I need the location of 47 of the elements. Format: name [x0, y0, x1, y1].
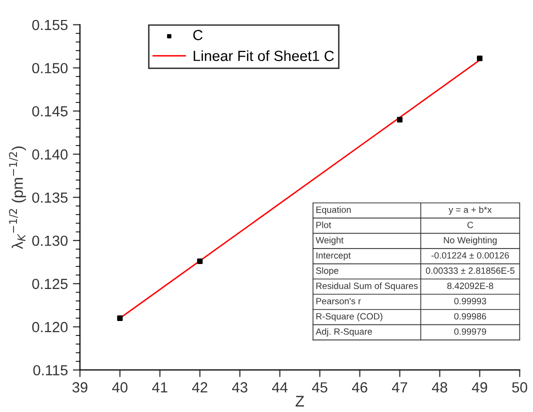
x-tick-label: 49 — [472, 382, 488, 392]
y-tick-label: 0.120 — [32, 322, 68, 332]
y-tick-label: 0.150 — [32, 62, 68, 74]
y-tick-label: 0.145 — [32, 106, 68, 116]
x-tick-label: 40 — [112, 382, 128, 392]
x-tick-label: 47 — [392, 382, 408, 392]
annotation: Adj. R-Square — [316, 328, 372, 337]
annotation: Weight — [316, 236, 344, 246]
annotation: 0.99986 — [454, 313, 486, 320]
x-tick-label: 42 — [192, 382, 208, 392]
y-tick-label: 0.135 — [32, 192, 68, 203]
point — [117, 315, 123, 321]
annotation: 0.00333 ± 2.81856E-5 — [426, 267, 514, 274]
annotation: Slope — [316, 267, 338, 276]
y-tick-label: 0.115 — [33, 365, 68, 376]
x-axis-title: Z — [296, 396, 304, 406]
y-tick-label: 0.130 — [32, 236, 68, 246]
x-tick-label: 45 — [312, 382, 328, 392]
x-tick-label: 48 — [432, 382, 448, 392]
annotation: -0.01224 ± 0.00126 — [431, 252, 509, 259]
y-axis-title: λ$_{K}$$^{−1/2}$ (pm$^{−1/2}$) — [8, 146, 26, 250]
y-tick-label: 0.125 — [32, 278, 68, 290]
annotation: 8.42092E-8 — [447, 282, 494, 290]
x-tick-label: 50 — [512, 382, 528, 392]
x-tick-label: 46 — [352, 382, 368, 392]
annotation: Intercept — [316, 252, 351, 260]
legend-label: C — [193, 30, 203, 40]
x-tick-label: 43 — [232, 382, 248, 392]
annotation: Equation — [316, 206, 351, 215]
annotation: C — [467, 222, 474, 228]
annotation: Plot — [316, 222, 332, 228]
point — [476, 56, 482, 62]
annotation: Pearson's r — [316, 298, 361, 304]
point — [197, 258, 203, 264]
annotation: y = a + b*x — [448, 206, 492, 215]
annotation: 0.99979 — [454, 328, 486, 335]
annotation: No Weighting — [444, 236, 497, 246]
annotation: R-Square (COD) — [316, 312, 382, 322]
y-tick-label: 0.140 — [32, 149, 68, 160]
x-tick-label: 41 — [152, 382, 168, 392]
y-tick-label: 0.155 — [32, 20, 68, 30]
x-tick-label: 39 — [72, 382, 88, 392]
annotation: Residual Sum of Squares — [316, 282, 418, 291]
point — [396, 116, 403, 122]
x-tick-label: 44 — [272, 382, 288, 392]
legend-label: Linear Fit of Sheet1 C — [194, 50, 334, 62]
annotation: 0.99993 — [454, 298, 486, 304]
